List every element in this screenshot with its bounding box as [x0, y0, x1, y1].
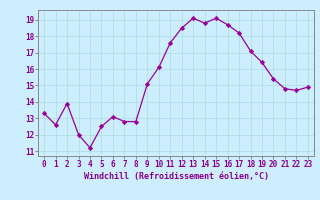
- X-axis label: Windchill (Refroidissement éolien,°C): Windchill (Refroidissement éolien,°C): [84, 172, 268, 181]
